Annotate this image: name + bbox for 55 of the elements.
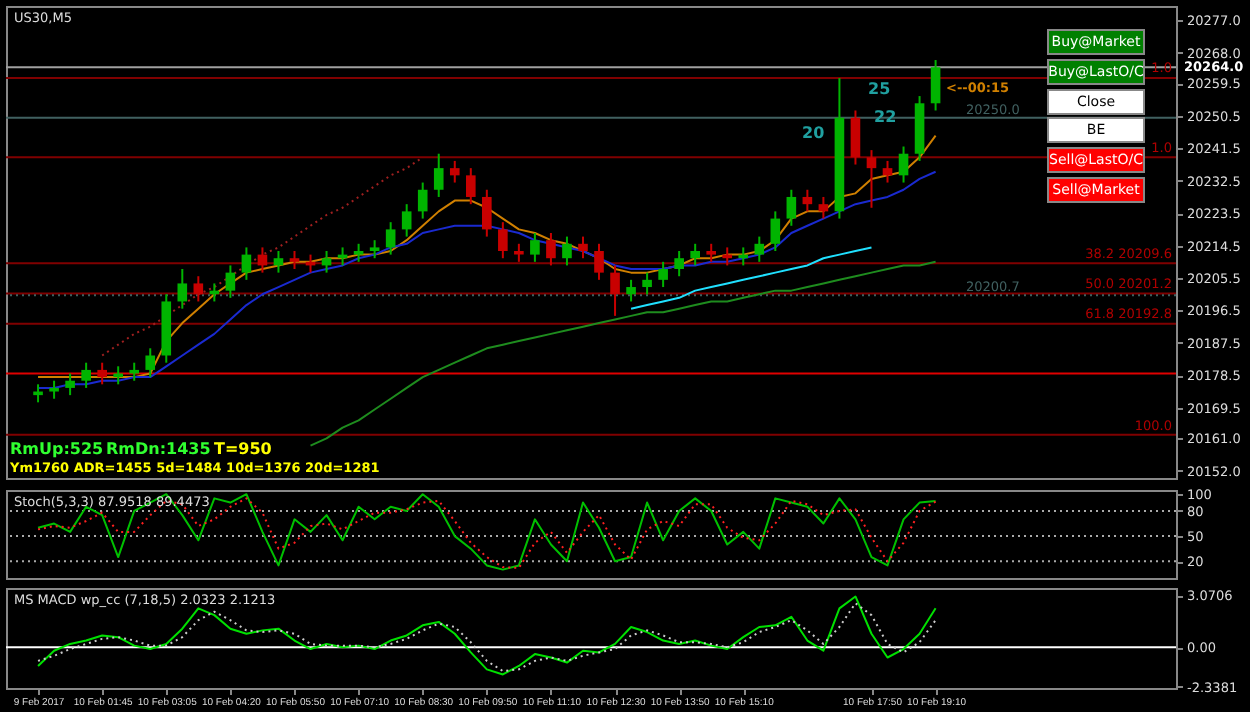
candlestick bbox=[129, 361, 140, 382]
candlestick bbox=[530, 231, 540, 263]
annotation: RmUp:525 bbox=[10, 440, 105, 458]
candlestick bbox=[385, 221, 396, 256]
candlestick bbox=[690, 242, 700, 267]
candlestick bbox=[401, 203, 412, 238]
candlestick bbox=[353, 242, 364, 263]
candlestick bbox=[241, 246, 252, 281]
candlestick bbox=[578, 235, 588, 260]
candlestick bbox=[546, 231, 556, 267]
candlestick bbox=[225, 264, 236, 299]
candlestick bbox=[594, 242, 604, 281]
candlestick bbox=[369, 239, 380, 260]
candlestick bbox=[930, 59, 941, 112]
candlestick bbox=[786, 188, 797, 227]
candlestick bbox=[514, 242, 524, 263]
candlestick bbox=[562, 235, 572, 267]
candlestick bbox=[898, 145, 909, 184]
line-series bbox=[630, 246, 873, 310]
candlestick bbox=[449, 159, 460, 184]
candlestick bbox=[97, 361, 107, 386]
candlestick bbox=[321, 250, 332, 274]
candlestick bbox=[674, 250, 684, 278]
candlestick bbox=[770, 210, 781, 253]
candlestick bbox=[754, 235, 765, 263]
candlestick bbox=[145, 347, 156, 379]
candlestick bbox=[465, 167, 476, 206]
annotation: T=950 bbox=[214, 440, 273, 458]
candlestick bbox=[193, 275, 204, 303]
candlestick bbox=[273, 250, 284, 274]
candlestick bbox=[417, 181, 428, 220]
line-series bbox=[309, 260, 937, 447]
candlestick bbox=[610, 264, 620, 317]
candlestick bbox=[658, 260, 668, 289]
candlestick bbox=[49, 379, 59, 400]
annotation: 20 bbox=[802, 124, 826, 142]
annotation: RmDn:1435 bbox=[106, 440, 212, 458]
candlestick bbox=[433, 152, 444, 198]
line-series bbox=[37, 170, 937, 389]
annotation: 25 bbox=[868, 80, 892, 98]
candlestick bbox=[177, 268, 188, 310]
candlestick bbox=[706, 242, 717, 263]
candlestick bbox=[818, 195, 829, 220]
candlestick bbox=[482, 188, 492, 238]
candlestick bbox=[802, 188, 813, 213]
candlestick bbox=[81, 361, 91, 389]
candlestick bbox=[626, 278, 636, 303]
candlestick bbox=[642, 271, 652, 296]
candlestick bbox=[498, 221, 508, 260]
candlestick bbox=[65, 372, 75, 397]
candlestick bbox=[850, 109, 861, 166]
candlestick bbox=[289, 250, 300, 271]
candlestick bbox=[882, 159, 893, 184]
line-series bbox=[101, 156, 424, 357]
candlestick bbox=[866, 149, 877, 209]
